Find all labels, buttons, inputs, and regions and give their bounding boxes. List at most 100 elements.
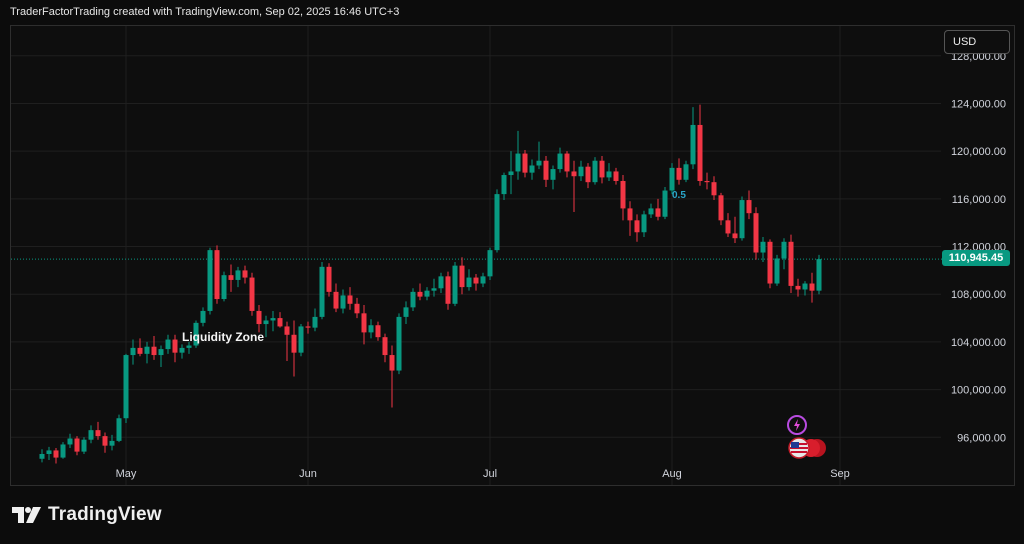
lightning-icon[interactable] bbox=[786, 414, 808, 436]
candle-body bbox=[452, 265, 458, 304]
candle-body bbox=[270, 318, 276, 321]
candle-body bbox=[242, 270, 248, 278]
candle-body bbox=[130, 347, 136, 356]
candle-body bbox=[291, 334, 297, 353]
candle-body bbox=[788, 241, 794, 286]
y-tick-label: 104,000.00 bbox=[951, 337, 1006, 349]
candle-body bbox=[669, 167, 675, 191]
us-flag-icon[interactable] bbox=[787, 437, 829, 459]
candle-body bbox=[347, 295, 353, 304]
candle-body bbox=[67, 438, 73, 445]
tradingview-logo[interactable]: TradingView bbox=[12, 504, 162, 526]
candle-body bbox=[116, 418, 122, 441]
candle-body bbox=[200, 310, 206, 323]
candle-body bbox=[144, 346, 150, 354]
candle-body bbox=[333, 291, 339, 309]
candle-body bbox=[368, 325, 374, 333]
candle-body bbox=[466, 277, 472, 288]
candle-body bbox=[725, 220, 731, 234]
candle-body bbox=[487, 250, 493, 277]
candle-body bbox=[662, 190, 668, 217]
x-tick-label: Jun bbox=[299, 468, 317, 480]
candle-body bbox=[46, 450, 52, 455]
chart-area[interactable]: 96,000.00 100,000.00 104,000.00 108,000.00 1… bbox=[10, 25, 1015, 486]
tradingview-brand-text: TradingView bbox=[48, 504, 162, 525]
candle-body bbox=[165, 339, 171, 350]
fib-level-label[interactable]: 0.5 bbox=[672, 190, 686, 201]
candle-body bbox=[564, 153, 570, 172]
candle-body bbox=[298, 326, 304, 353]
candle-body bbox=[284, 326, 290, 335]
candle-body bbox=[396, 316, 402, 371]
candle-body bbox=[109, 440, 115, 446]
candle-body bbox=[340, 295, 346, 309]
liquidity-zone-label[interactable]: Liquidity Zone bbox=[182, 330, 264, 344]
candle-body bbox=[718, 195, 724, 221]
candle-body bbox=[795, 285, 801, 290]
candle-body bbox=[606, 171, 612, 178]
candle-body bbox=[494, 194, 500, 251]
candle-body bbox=[802, 283, 808, 290]
candle-body bbox=[655, 208, 661, 217]
candle-body bbox=[235, 270, 241, 280]
candle-body bbox=[648, 208, 654, 215]
candle-body bbox=[228, 275, 234, 280]
candle-body bbox=[473, 277, 479, 284]
candle-body bbox=[760, 241, 766, 253]
candle-body bbox=[375, 325, 381, 338]
candle-body bbox=[410, 291, 416, 308]
candle-body bbox=[445, 276, 451, 304]
candle-body bbox=[354, 303, 360, 314]
candle-body bbox=[585, 166, 591, 183]
candle-body bbox=[739, 200, 745, 239]
candle-body bbox=[403, 307, 409, 317]
candle-body bbox=[690, 124, 696, 165]
candle-body bbox=[193, 322, 199, 346]
candle-body bbox=[158, 349, 164, 356]
chart-header: TraderFactorTrading created with Trading… bbox=[10, 6, 400, 18]
candle-body bbox=[172, 339, 178, 353]
candle-body bbox=[305, 326, 311, 328]
candle-body bbox=[480, 276, 486, 284]
candle-body bbox=[60, 444, 66, 458]
candle-body bbox=[592, 160, 598, 183]
candle-body bbox=[95, 430, 101, 437]
candle-body bbox=[501, 175, 507, 195]
candle-body bbox=[746, 200, 752, 214]
candle-body bbox=[774, 258, 780, 284]
candle-body bbox=[186, 345, 192, 348]
candle-body bbox=[543, 160, 549, 180]
candle-body bbox=[683, 164, 689, 180]
candle-body bbox=[74, 438, 80, 452]
price-chart[interactable]: 96,000.00 100,000.00 104,000.00 108,000.00 1… bbox=[11, 26, 1014, 485]
candle-body bbox=[249, 277, 255, 311]
candle-body bbox=[319, 266, 325, 317]
candle-body bbox=[123, 355, 129, 419]
currency-button[interactable]: USD bbox=[944, 30, 1010, 54]
candle-body bbox=[417, 291, 423, 297]
candle-body bbox=[620, 180, 626, 209]
candle-body bbox=[263, 320, 269, 325]
candle-body bbox=[102, 436, 108, 446]
candle-body bbox=[599, 160, 605, 178]
candle-body bbox=[277, 318, 283, 327]
candle-body bbox=[88, 430, 94, 440]
candle-body bbox=[424, 290, 430, 297]
candle-body bbox=[529, 165, 535, 173]
y-tick-label: 108,000.00 bbox=[951, 289, 1006, 301]
candle-body bbox=[809, 283, 815, 291]
candle-body bbox=[214, 250, 220, 300]
candle-body bbox=[81, 439, 87, 452]
candle-body bbox=[179, 347, 185, 353]
candle-body bbox=[816, 259, 822, 291]
candle-body bbox=[613, 171, 619, 181]
x-tick-label: May bbox=[116, 468, 137, 480]
candle-body bbox=[571, 171, 577, 177]
x-tick-label: Aug bbox=[662, 468, 682, 480]
candle-body bbox=[508, 171, 514, 176]
candle-body bbox=[389, 355, 395, 371]
candle-body bbox=[382, 337, 388, 356]
candle-body bbox=[361, 313, 367, 333]
candle-body bbox=[431, 288, 437, 291]
candle-body bbox=[438, 276, 444, 289]
